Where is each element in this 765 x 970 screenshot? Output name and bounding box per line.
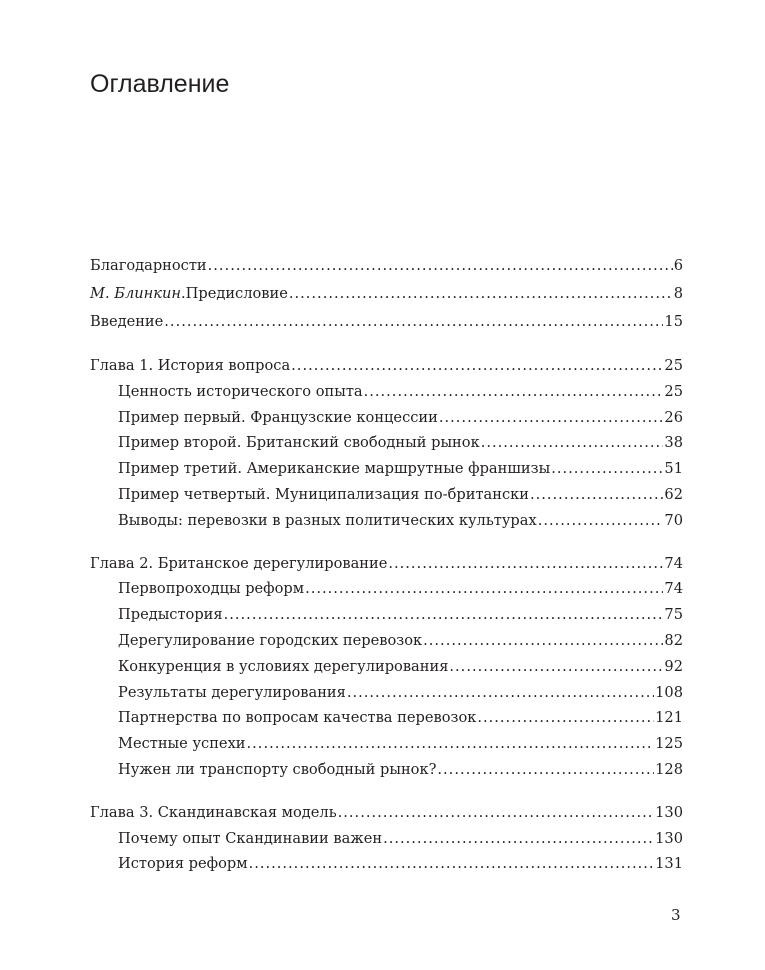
dot-leader (388, 551, 663, 577)
toc-entry-title: Пример первый. Французские концессии (118, 408, 438, 426)
toc-entry-title: История реформ (118, 855, 248, 873)
toc-entry-title: Выводы: перевозки в разных политических … (118, 511, 537, 529)
toc-section[interactable]: История реформ 131 (90, 851, 683, 877)
toc-section[interactable]: Пример первый. Французские концессии 26 (90, 405, 683, 431)
toc-entry-page: 70 (664, 511, 683, 529)
toc-section[interactable]: Пример четвертый. Муниципализация по-бри… (90, 482, 683, 508)
chapter-group: Глава 3. Скандинавская модель130Почему о… (90, 800, 683, 877)
front-matter: Благодарности 6 М. Блинкин. Предисловие 8 Вв… (90, 252, 683, 336)
toc-section[interactable]: Почему опыт Скандинавии важен 130 (90, 826, 683, 852)
toc-entry-page: 92 (664, 657, 683, 675)
toc-entry-page: 130 (655, 829, 683, 847)
dot-leader (347, 680, 654, 706)
toc-section[interactable]: Результаты дерегулирования 108 (90, 680, 683, 706)
toc-entry-title: Глава 2. Британское дерегулирование (90, 554, 388, 572)
dot-leader (224, 602, 664, 628)
toc-entry[interactable]: М. Блинкин. Предисловие 8 (90, 280, 683, 308)
toc-entry[interactable]: Благодарности 6 (90, 252, 683, 280)
toc-entry-page: 131 (655, 855, 683, 873)
toc-entry-title: Предисловие (185, 285, 288, 302)
toc-entry-page: 25 (664, 382, 683, 400)
toc-chapter[interactable]: Глава 2. Британское дерегулирование 74 (90, 551, 683, 577)
dot-leader (551, 456, 663, 482)
toc-entry-title: Глава 3. Скандинавская модель (90, 803, 337, 821)
toc-entry-page: 26 (664, 408, 683, 426)
toc-entry-page: 38 (664, 434, 683, 452)
toc-entry-title: Конкуренция в условиях дерегулирования (118, 657, 449, 675)
toc-entry-author: М. Блинкин. (90, 285, 186, 302)
toc-section[interactable]: Нужен ли транспорту свободный рынок? 128 (90, 757, 683, 783)
toc-chapter[interactable]: Глава 3. Скандинавская модель 130 (90, 800, 683, 826)
toc-chapter[interactable]: Глава 1. История вопроса 25 (90, 353, 683, 379)
toc-entry-page: 25 (664, 357, 683, 374)
toc-entry-title: Предыстория (118, 606, 223, 624)
toc-entry-page: 125 (655, 735, 683, 753)
toc-entry-title: Введение (90, 313, 164, 330)
dot-leader (208, 252, 673, 280)
toc-entry-title: Глава 1. История вопроса (90, 357, 291, 374)
toc-entry-title: Дерегулирование городских перевозок (118, 631, 423, 649)
toc-entry-page: 108 (655, 683, 683, 701)
toc-entry-title: Первопроходцы реформ (118, 580, 305, 598)
dot-leader (305, 576, 663, 602)
toc-entry-page: 8 (673, 285, 683, 302)
dot-leader (291, 353, 663, 379)
toc-entry-title: Ценность исторического опыта (118, 382, 363, 400)
chapter-group: Глава 2. Британское дерегулирование74Пер… (90, 551, 683, 783)
dot-leader (439, 405, 664, 431)
toc-section[interactable]: Первопроходцы реформ 74 (90, 576, 683, 602)
toc-entry-title: Благодарности (90, 257, 207, 274)
dot-leader (338, 800, 655, 826)
toc-entry-page: 82 (664, 631, 683, 649)
toc-section[interactable]: Конкуренция в условиях дерегулирования 92 (90, 654, 683, 680)
dot-leader (164, 308, 663, 336)
dot-leader (530, 482, 663, 508)
dot-leader (481, 430, 664, 456)
toc-entry-page: 62 (664, 485, 683, 503)
toc-section[interactable]: Пример третий. Американские маршрутные ф… (90, 456, 683, 482)
page-number: 3 (671, 906, 681, 924)
toc-entry[interactable]: Введение 15 (90, 308, 683, 336)
toc-entry-page: 75 (664, 606, 683, 624)
toc-entry-page: 121 (655, 709, 683, 727)
dot-leader (423, 628, 663, 654)
toc-section[interactable]: Предыстория 75 (90, 602, 683, 628)
toc-section[interactable]: Пример второй. Британский свободный рыно… (90, 430, 683, 456)
dot-leader (249, 851, 655, 877)
table-of-contents: Благодарности 6 М. Блинкин. Предисловие 8 Вв… (90, 252, 683, 894)
toc-entry-title: Пример второй. Британский свободный рыно… (118, 434, 480, 452)
page-title: Оглавление (90, 70, 230, 98)
toc-entry-page: 15 (664, 313, 683, 330)
toc-section[interactable]: Ценность исторического опыта 25 (90, 379, 683, 405)
toc-entry-page: 74 (664, 554, 683, 572)
toc-entry-title: Нужен ли транспорту свободный рынок? (118, 760, 437, 778)
toc-entry-page: 130 (655, 803, 683, 821)
chapter-group: Глава 1. История вопроса25Ценность истор… (90, 353, 683, 534)
dot-leader (477, 705, 654, 731)
dot-leader (538, 508, 664, 534)
toc-section[interactable]: Дерегулирование городских перевозок 82 (90, 628, 683, 654)
toc-entry-title: Пример четвертый. Муниципализация по-бри… (118, 485, 529, 503)
dot-leader (383, 826, 654, 852)
toc-entry-page: 51 (664, 460, 683, 478)
dot-leader (437, 757, 654, 783)
toc-entry-title: Местные успехи (118, 735, 246, 753)
toc-entry-title: Почему опыт Скандинавии важен (118, 829, 383, 847)
toc-entry-title: Пример третий. Американские маршрутные ф… (118, 460, 551, 478)
dot-leader (247, 731, 655, 757)
toc-entry-title: Партнерства по вопросам качества перевоз… (118, 709, 477, 727)
toc-section[interactable]: Выводы: перевозки в разных политических … (90, 508, 683, 534)
toc-entry-page: 128 (655, 760, 683, 778)
toc-entry-page: 74 (664, 580, 683, 598)
toc-entry-title: Результаты дерегулирования (118, 683, 346, 701)
toc-section[interactable]: Местные успехи 125 (90, 731, 683, 757)
toc-section[interactable]: Партнерства по вопросам качества перевоз… (90, 705, 683, 731)
dot-leader (364, 379, 664, 405)
dot-leader (449, 654, 663, 680)
toc-entry-page: 6 (673, 257, 683, 274)
dot-leader (289, 280, 673, 308)
